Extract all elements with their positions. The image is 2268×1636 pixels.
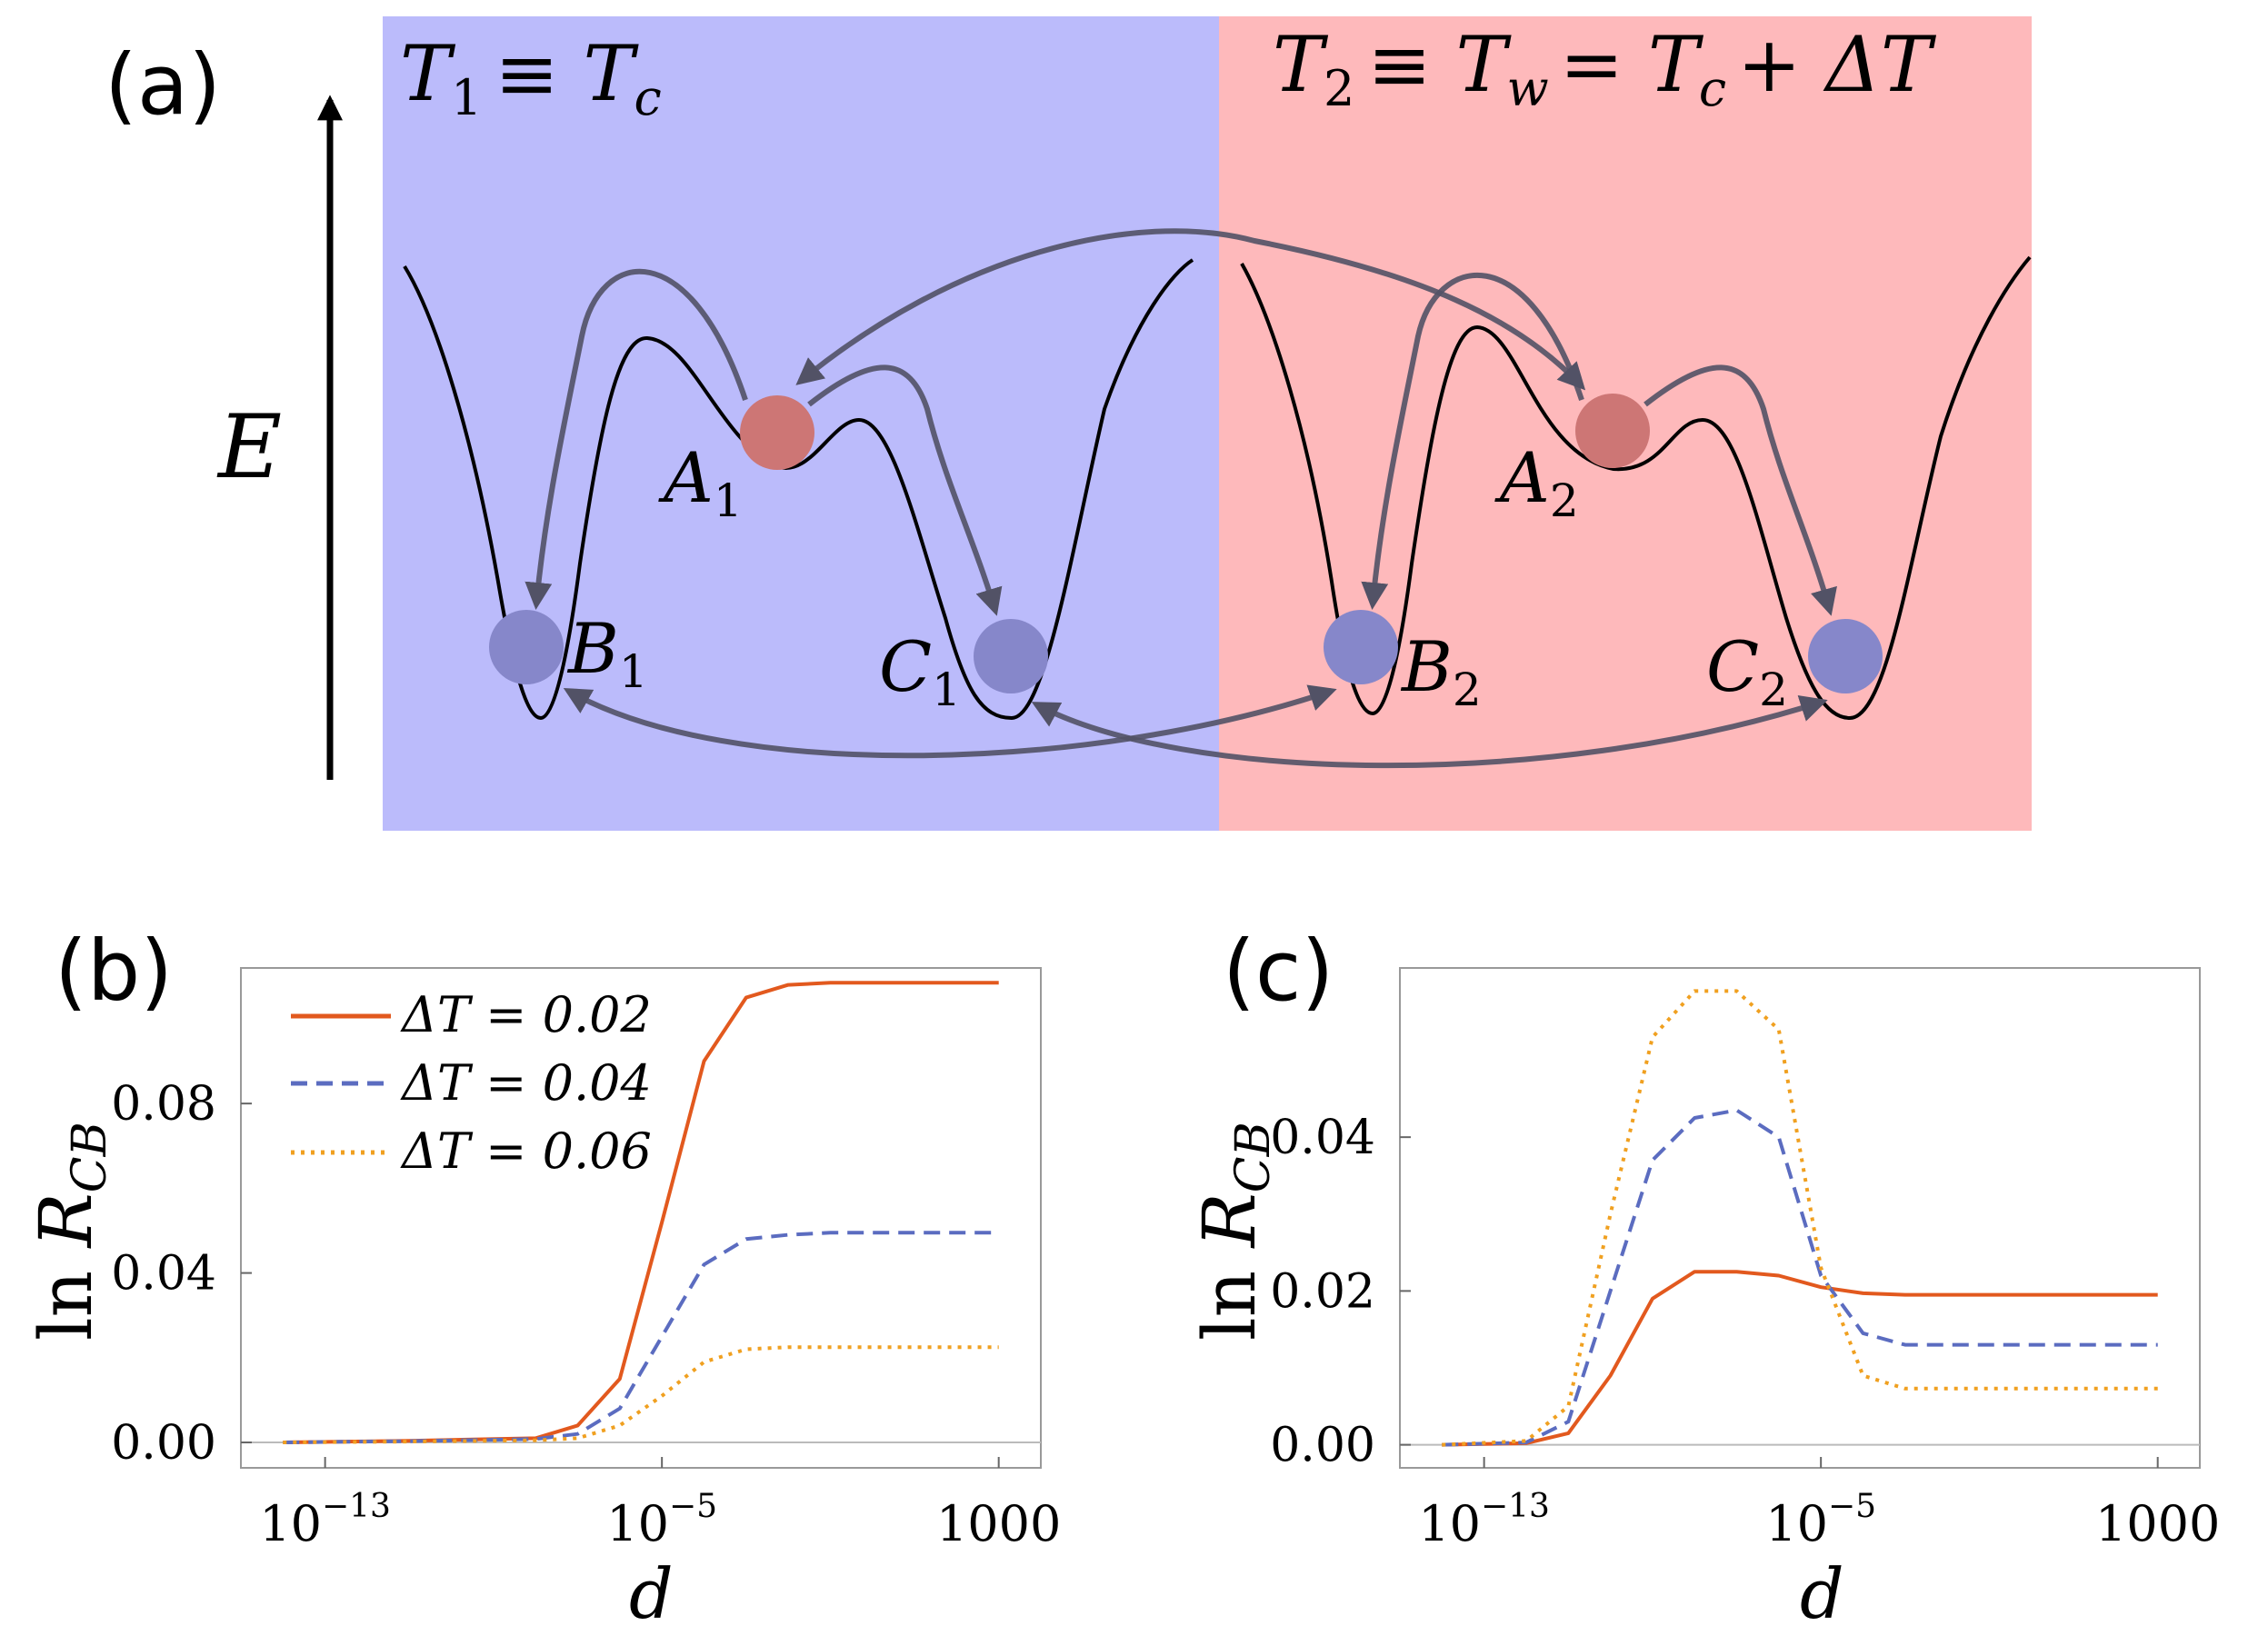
arrow-C1-C2: [1031, 695, 1828, 769]
panel-a-label: (a): [105, 36, 221, 134]
panel-b-frame: [240, 967, 1042, 1469]
state-B2-ball: [1324, 610, 1398, 684]
panel-b-xlabel: d: [629, 1553, 674, 1634]
state-B2-label: B2: [1400, 626, 1482, 716]
state-A1-ball: [740, 395, 814, 470]
state-B1-ball: [489, 610, 564, 684]
legend-label-dT004: ΔT = 0.04: [400, 1054, 652, 1112]
warm-reservoir-title: T2 ≡ Tw = Tc + ΔT: [1273, 20, 1937, 117]
panel-b-legend: ΔT = 0.02 ΔT = 0.04 ΔT = 0.06: [291, 986, 652, 1180]
series-line-2: [1442, 989, 2158, 1447]
y-tick-label: 0.00: [111, 1416, 216, 1471]
state-C2-label: C2: [1706, 626, 1788, 716]
y-tick-label: 0.08: [111, 1077, 216, 1132]
state-A1-label: A1: [658, 437, 743, 527]
series-line-1: [283, 1231, 999, 1444]
legend-label-dT002: ΔT = 0.02: [400, 986, 652, 1043]
arrow-A2-C2: [1644, 364, 1837, 616]
state-B1-label: B1: [566, 608, 648, 698]
series-line-0: [1442, 1270, 2158, 1447]
panel-c: (c) 0.00 0.02 0.04 10−13 10−5 1000 d ln RCB: [1187, 923, 2220, 1634]
series-line-2: [283, 1345, 999, 1444]
cold-reservoir-title: T1 ≡ Tc: [400, 29, 662, 126]
panel-b-plot: 0.00 0.04 0.08 10−13 10−5 1000: [111, 981, 1061, 1552]
y-tick-label: 0.04: [1270, 1111, 1375, 1165]
x-tick-label: 1000: [2095, 1495, 2220, 1552]
legend-label-dT006: ΔT = 0.06: [400, 1122, 652, 1180]
x-tick-label: 10−13: [1418, 1488, 1550, 1552]
state-A2-ball: [1575, 394, 1650, 468]
panel-c-label: (c): [1223, 923, 1334, 1020]
energy-axis-label: E: [216, 396, 282, 498]
state-C2-ball: [1808, 619, 1883, 693]
state-A2-label: A2: [1494, 437, 1579, 527]
panel-b-label: (b): [55, 923, 173, 1020]
transition-arrows: [525, 228, 1837, 769]
panel-c-frame: [1399, 967, 2201, 1469]
panel-c-xlabel: d: [1800, 1553, 1844, 1634]
panel-b-ylabel: ln RCB: [24, 1122, 117, 1341]
arrow-A2-B2: [1361, 272, 1584, 610]
y-tick-label: 0.02: [1270, 1264, 1375, 1319]
panel-c-plot: 0.00 0.02 0.04 10−13 10−5 1000: [1270, 989, 2220, 1552]
x-tick-label: 10−13: [259, 1488, 391, 1552]
y-tick-label: 0.00: [1270, 1419, 1375, 1473]
arrow-A1-A2: [795, 228, 1586, 391]
state-C1-ball: [974, 619, 1048, 693]
x-tick-label: 10−5: [1765, 1488, 1876, 1552]
panel-b: (b) 0.00 0.04 0.08 10−13 10−5 1000 d ln RCB Δ…: [24, 923, 1061, 1634]
x-tick-label: 10−5: [606, 1488, 717, 1552]
series-line-0: [283, 981, 999, 1444]
arrow-A1-B1: [525, 268, 748, 610]
x-tick-label: 1000: [936, 1495, 1061, 1552]
series-line-1: [1442, 1108, 2158, 1447]
panel-c-ylabel: ln RCB: [1187, 1122, 1281, 1341]
panel-a: (a) E T1 ≡ Tc T2 ≡ Tw = Tc + ΔT: [105, 16, 2032, 831]
y-tick-label: 0.04: [111, 1247, 216, 1302]
state-C1-label: C1: [879, 626, 961, 716]
